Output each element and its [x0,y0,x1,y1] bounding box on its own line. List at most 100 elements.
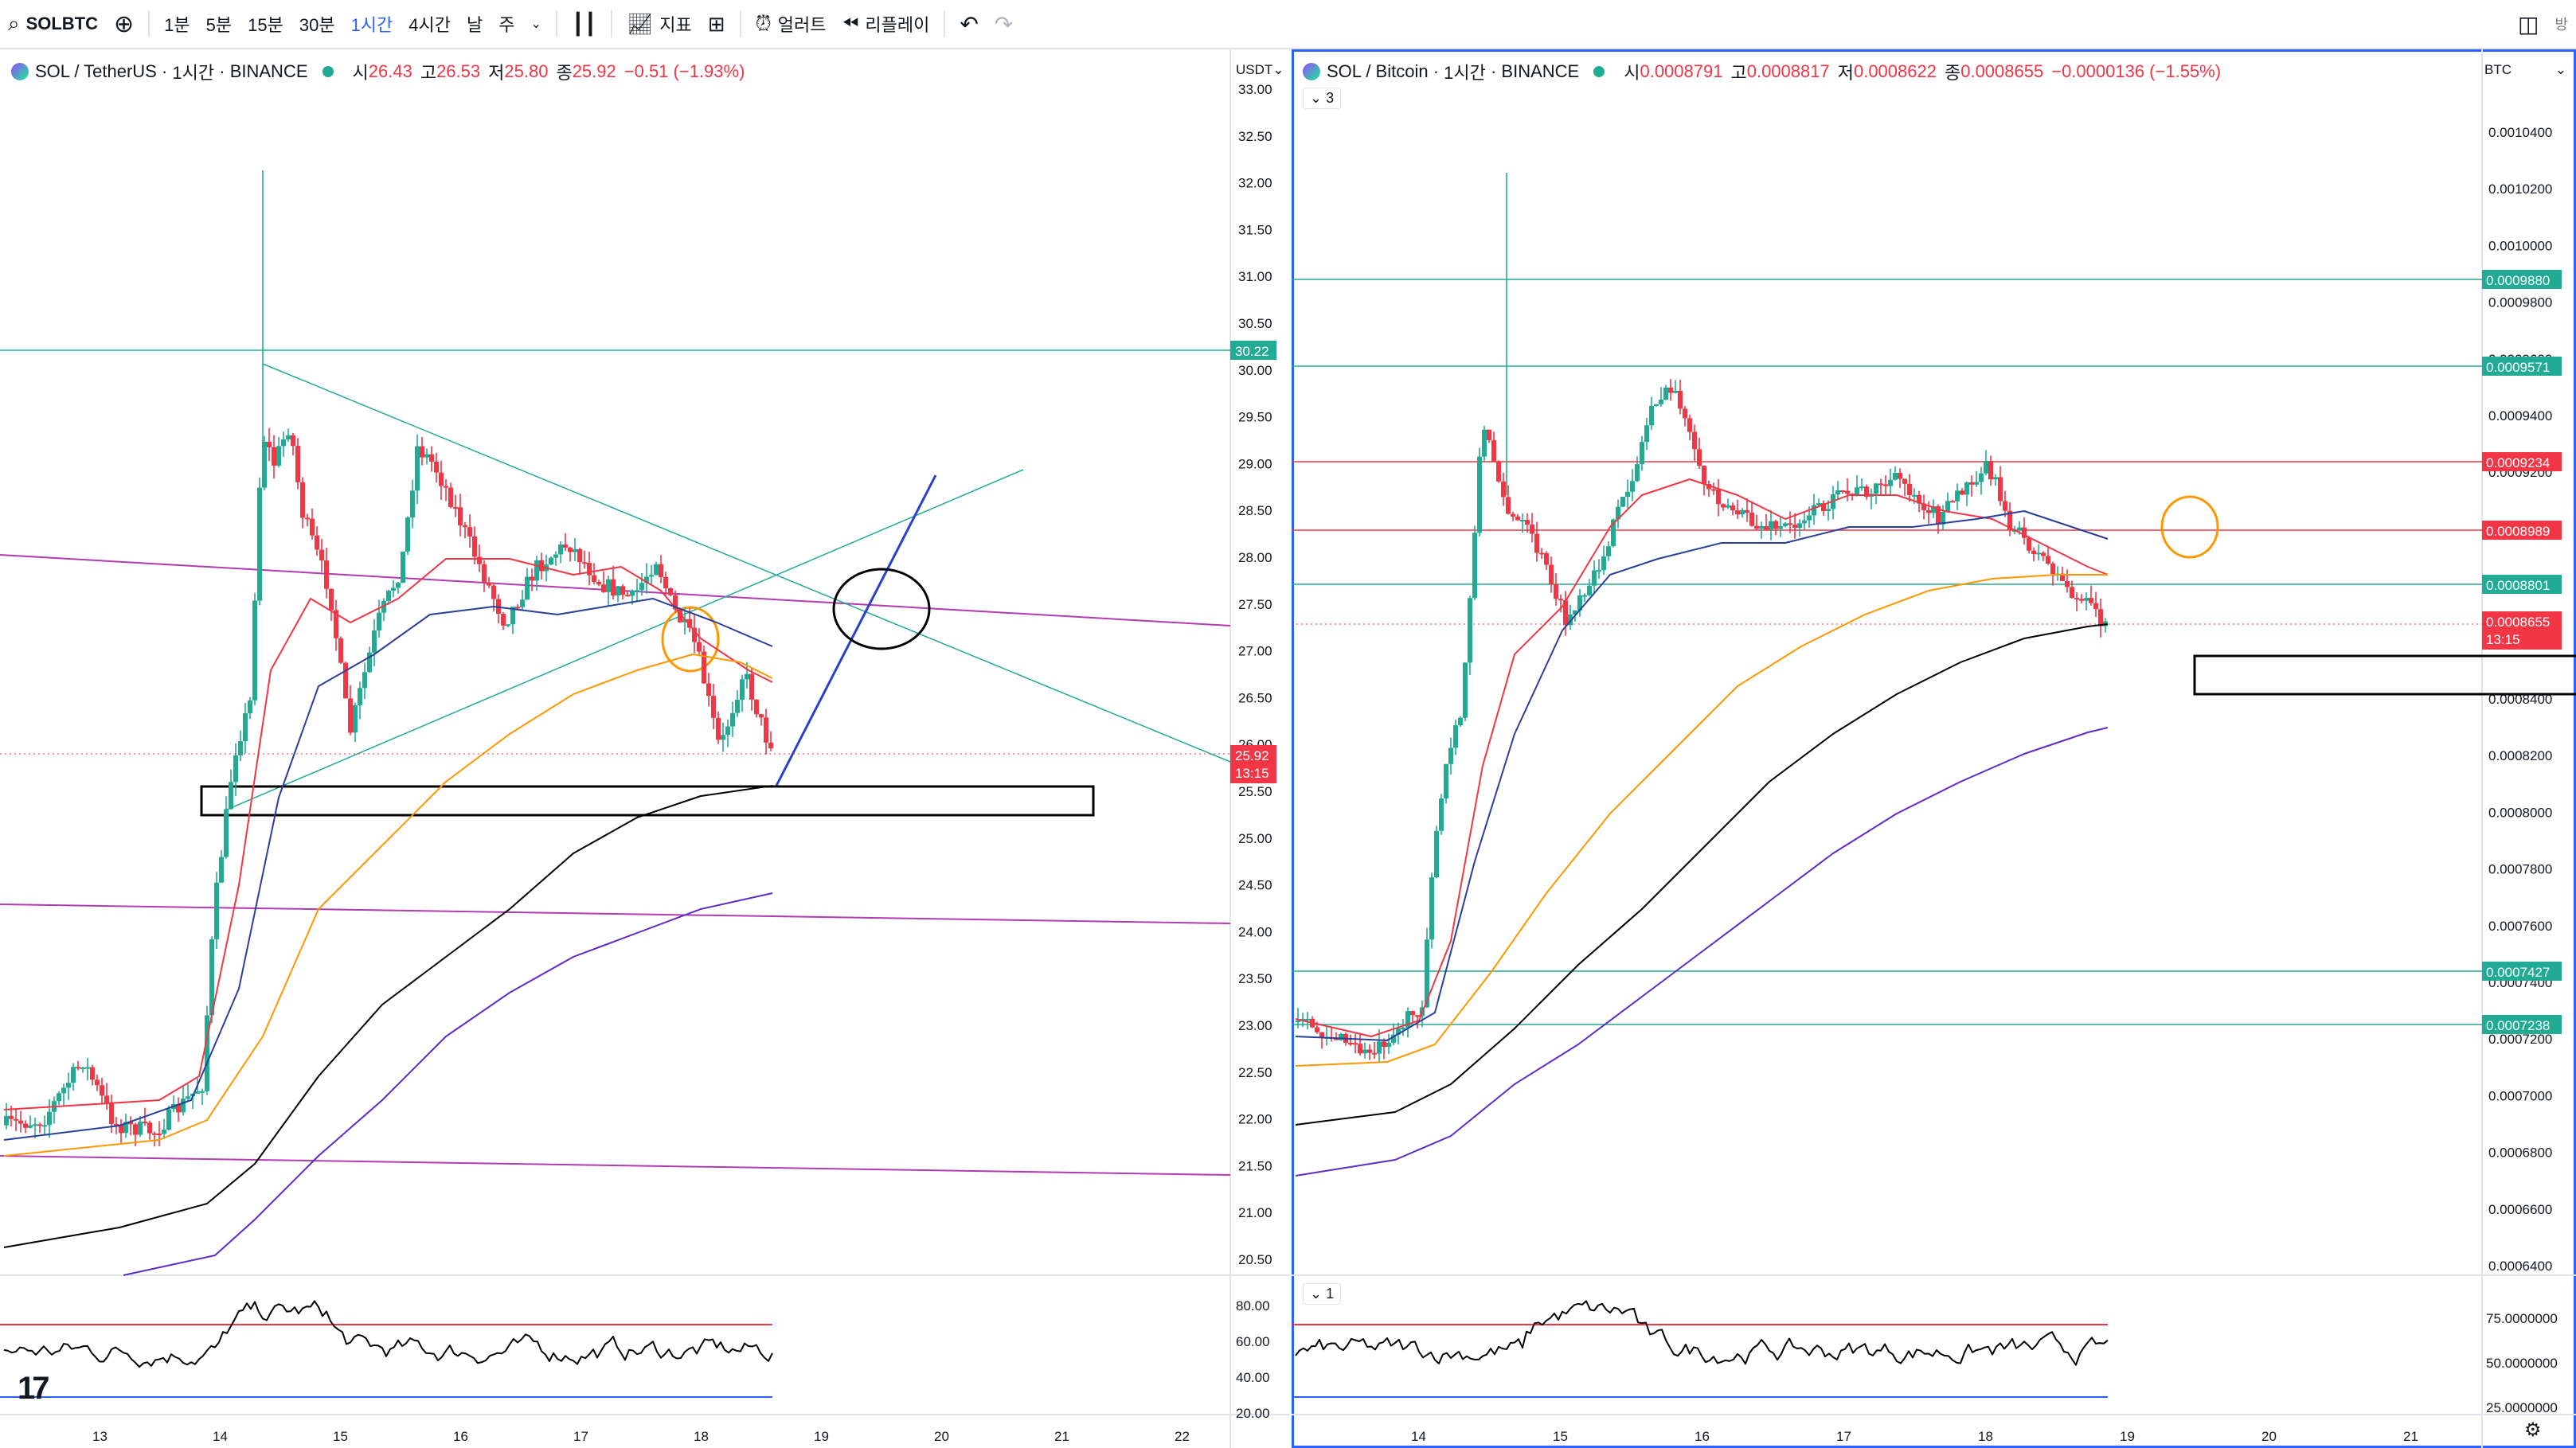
layouts-button[interactable]: ⊞ [700,0,733,48]
candle-body [1821,503,1826,512]
candle-body [367,652,372,673]
interval-1m[interactable]: 1분 [164,15,190,35]
interval-dropdown[interactable]: ⌄ [523,0,549,48]
legend-sep: · [214,61,230,81]
price-tick-label: 0.0010200 [2488,181,2552,197]
candle-body [1840,490,1845,493]
hline-price-tag [2482,270,2562,289]
right-chart-canvas[interactable]: 0.0010400 0.0010200 0.0010000 0.0009800 0.00… [1292,49,2576,1448]
candle-body [343,662,348,699]
candle-body [1802,520,1807,524]
market-open-icon [1593,66,1605,77]
layout-split-button[interactable]: ◫ [2510,0,2547,48]
price-tick-label: 20.50 [1238,1252,1272,1267]
candle-body [1726,505,1730,508]
candle-body [286,435,291,439]
alert-button[interactable]: ⏰︎ 얼러트 [748,0,835,48]
candle-body [219,857,224,883]
right-currency-selector[interactable]: BTC ⌄ [2484,62,2566,78]
chart-type-button[interactable]: ┃┃ [564,0,604,48]
hline-price-tag-label: 0.0008989 [2486,524,2550,539]
hline-price-tag [2482,962,2562,981]
settings-gear-icon[interactable]: ⚙ [2524,1419,2542,1441]
interval-30m[interactable]: 30분 [299,15,335,35]
right-interval: 1시간 [1444,63,1486,83]
redo-button[interactable]: ↷ [987,0,1021,48]
candle-body [682,619,687,623]
candle-body [114,1123,119,1126]
candle-body [587,563,592,576]
hline-price-tag-label: 0.0009571 [2486,360,2550,375]
candle-body [200,1091,205,1093]
chevron-down-icon: ⌄ [530,18,541,31]
price-tick-label: 26.50 [1238,690,1272,705]
price-tick-label: 32.00 [1238,176,1272,191]
price-tick-label: 31.50 [1238,222,1272,237]
symbol-search[interactable]: ⌕ SOLBTC [0,0,106,48]
hline-price-tag-label: 30.22 [1235,344,1269,359]
hline-price-tag-label: 0.0007238 [2486,1018,2550,1033]
candle-body [1945,501,1950,512]
price-tick-label: 0.0008200 [2488,748,2552,763]
interval-5m[interactable]: 5분 [205,15,233,35]
candle-body [1334,1038,1339,1040]
replay-button[interactable]: ⏪︎ 리플레이 [835,0,938,48]
candle-body [1348,1043,1353,1045]
rsi-collapse-button[interactable]: ⌄ 1 [1303,1283,1342,1305]
low-value: 25.80 [504,61,549,81]
candle-body [300,482,305,518]
candle-body [1506,497,1511,514]
candle-body [1429,877,1434,940]
compare-button[interactable]: ⊕ [106,0,142,48]
interval-week[interactable]: 주 [498,15,515,35]
market-open-icon [322,66,334,77]
candle-body [1888,479,1893,486]
candle-body [157,1134,162,1136]
candle-body [138,1122,143,1135]
indicators-collapse-button[interactable]: ⌄ 3 [1303,88,1342,109]
left-currency-selector[interactable]: USDT⌄ [1236,62,1284,78]
ema-blue [3,598,773,1141]
candle-body [506,624,510,626]
candle-body [1730,505,1735,511]
hline-price-tag [2482,452,2562,471]
right-chart-pane[interactable]: 0.0010400 0.0010200 0.0010000 0.0009800 0.00… [1292,49,2576,1448]
candle-body [444,486,448,488]
candle-body [1377,1041,1382,1054]
overflow-menu[interactable]: 방 [2555,17,2568,33]
candle-body [745,673,749,680]
candle-body [1463,662,1468,718]
divider [148,10,150,37]
indicators-label: 지표 [659,15,692,35]
interval-15m[interactable]: 15분 [248,15,283,35]
candle-body [1468,598,1472,663]
trend-line-purple [0,1155,1231,1176]
candle-body [1788,523,1792,525]
candle-body [2036,552,2041,555]
left-interval: 1시간 [172,63,215,83]
last-price-label: 25.92 [1235,748,1269,763]
candle-body [1315,1027,1319,1032]
rsi-tick-label: 75.0000000 [2486,1311,2558,1326]
candle-body [448,487,453,508]
candle-body [1745,509,1749,513]
trend-line-purple [0,904,1231,924]
interval-day[interactable]: 날 [467,15,483,35]
left-chart-pane[interactable]: 33.00 32.50 32.00 31.50 31.00 30.50 30.00 29.50… [0,49,1290,1448]
interval-1h[interactable]: 1시간 [350,15,393,35]
candle-body [1439,798,1444,831]
time-tick-label: 22 [1175,1429,1190,1444]
candle-body [1769,521,1773,530]
interval-4h[interactable]: 4시간 [408,15,451,35]
candle-body [1382,1041,1386,1048]
left-chart-canvas[interactable]: 33.00 32.50 32.00 31.50 31.00 30.50 30.00 29.50… [0,49,1290,1448]
rsi-tick-label: 25.0000000 [2486,1400,2558,1415]
circle-annotation [2160,495,2219,559]
candle-body [1620,497,1625,507]
indicators-button[interactable]: 📈︎ 지표 [619,0,700,48]
rsi-tick-label: 40.00 [1236,1370,1270,1385]
candle-body [1654,404,1659,407]
tradingview-logo[interactable]: 17 [18,1371,49,1406]
hline-price-tag [2482,1015,2562,1034]
undo-button[interactable]: ↶ [952,0,986,48]
